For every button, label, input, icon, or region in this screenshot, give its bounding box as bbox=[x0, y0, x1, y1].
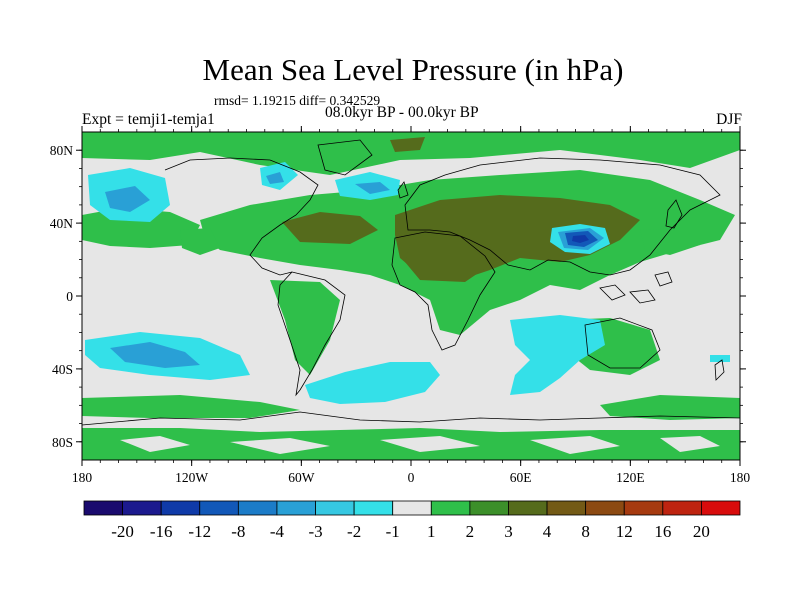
greenland-coast bbox=[317, 139, 373, 176]
period-label: 08.0kyr BP - 00.0kyr BP bbox=[325, 104, 479, 121]
colorbar-box bbox=[662, 500, 702, 516]
colorbar-box bbox=[276, 500, 316, 516]
coastlines bbox=[82, 139, 740, 426]
lat-tick-label: 40N bbox=[50, 216, 74, 231]
colorbar-label: 12 bbox=[616, 522, 633, 541]
lon-tick-label: 60E bbox=[510, 470, 532, 485]
positive-anomaly-3-4 bbox=[282, 137, 640, 282]
colorbar-box bbox=[237, 500, 278, 516]
south-pacific-strip bbox=[82, 395, 300, 418]
colorbar-label: -16 bbox=[150, 522, 173, 541]
lon-tick-label: 120E bbox=[616, 470, 645, 485]
colorbar-box bbox=[353, 500, 394, 516]
colorbar-label: -8 bbox=[231, 522, 245, 541]
stats-line: rmsd= 1.19215 diff= 0.342529 bbox=[214, 93, 381, 108]
uk-coast bbox=[397, 181, 409, 199]
colorbar-box bbox=[469, 500, 509, 516]
subtropical-atlantic-high bbox=[282, 212, 378, 244]
season-label: DJF bbox=[716, 111, 742, 128]
africa-coast bbox=[391, 231, 496, 351]
lon-tick-label: 60W bbox=[288, 470, 315, 485]
experiment-label: Expt = temji1-temja1 bbox=[82, 111, 215, 128]
tibetan-low-center bbox=[572, 235, 589, 243]
southern-ocean-east bbox=[600, 395, 740, 420]
antarctic-patch bbox=[120, 436, 190, 452]
new-zealand-coast bbox=[714, 359, 725, 381]
antarctic-neutral-patches bbox=[120, 436, 720, 454]
colorbar-label: 3 bbox=[504, 522, 513, 541]
antarctic-patch bbox=[380, 436, 480, 452]
australia-coast bbox=[584, 317, 661, 369]
lat-tick-label: 0 bbox=[66, 289, 73, 304]
colorbar: -20 -16 -12 -8 -4 -3 -2 -1 1 2 3 4 8 12 16 20 bbox=[83, 500, 741, 541]
negative-anomaly-strong bbox=[565, 231, 598, 247]
north-america-coast bbox=[164, 157, 319, 276]
arctic-band bbox=[82, 132, 740, 175]
colorbar-label: -12 bbox=[188, 522, 211, 541]
eurasia-coast bbox=[404, 157, 721, 276]
colorbar-box bbox=[430, 500, 471, 516]
colorbar-box bbox=[199, 500, 239, 516]
antarctica-coast bbox=[82, 411, 740, 426]
lon-tick-label: 180 bbox=[730, 470, 751, 485]
colorbar-label: -3 bbox=[308, 522, 322, 541]
lon-tick-label: 180 bbox=[72, 470, 93, 485]
lat-tick-label: 80N bbox=[50, 143, 74, 158]
south-america-land bbox=[270, 280, 340, 375]
lat-tick-label: 80S bbox=[52, 435, 73, 450]
small-low-patch bbox=[710, 355, 730, 362]
north-pacific-core bbox=[105, 186, 150, 212]
sahara-high bbox=[405, 245, 490, 282]
southeast-asia-islands bbox=[599, 271, 673, 304]
colorbar-box bbox=[315, 500, 355, 516]
lon-tick-label: 120W bbox=[175, 470, 208, 485]
hudson-core bbox=[266, 172, 284, 184]
colorbar-label: 20 bbox=[693, 522, 710, 541]
colorbar-label: 1 bbox=[427, 522, 436, 541]
colorbar-label: -2 bbox=[347, 522, 361, 541]
page-title: Mean Sea Level Pressure (in hPa) bbox=[202, 52, 624, 87]
colorbar-label: -20 bbox=[111, 522, 134, 541]
antarctic-patch bbox=[230, 438, 330, 454]
colorbar-box bbox=[83, 500, 123, 516]
colorbar-box bbox=[623, 500, 664, 516]
map-axes: 180 120W 60W 0 60E 120E 180 80N 40N 0 40S 80S bbox=[50, 126, 751, 485]
colorbar-box bbox=[160, 500, 201, 516]
lon-tick-label: 0 bbox=[408, 470, 415, 485]
colorbar-label: 16 bbox=[654, 522, 671, 541]
colorbar-box bbox=[392, 500, 432, 516]
indian-ocean-low bbox=[510, 315, 605, 395]
antarctic-patch bbox=[530, 436, 620, 454]
colorbar-box bbox=[508, 500, 548, 516]
colorbar-label: -1 bbox=[386, 522, 400, 541]
colorbar-label: 2 bbox=[466, 522, 475, 541]
south-america-coast bbox=[277, 271, 346, 397]
antarctic-patch bbox=[660, 436, 720, 452]
colorbar-label: 8 bbox=[581, 522, 590, 541]
colorbar-label: 4 bbox=[543, 522, 552, 541]
south-atlantic-low bbox=[305, 362, 440, 404]
tropical-pacific-patch bbox=[180, 228, 220, 255]
lat-tick-label: 40S bbox=[52, 362, 73, 377]
north-atlantic-core bbox=[355, 182, 390, 194]
colorbar-label: -4 bbox=[270, 522, 285, 541]
colorbar-box bbox=[546, 500, 587, 516]
japan-coast bbox=[665, 199, 683, 229]
colorbar-box bbox=[701, 500, 741, 516]
colorbar-box bbox=[122, 500, 162, 516]
colorbar-box bbox=[585, 500, 625, 516]
south-pacific-core bbox=[110, 342, 200, 368]
map-field bbox=[82, 132, 740, 460]
arctic-high-patch bbox=[390, 137, 425, 152]
